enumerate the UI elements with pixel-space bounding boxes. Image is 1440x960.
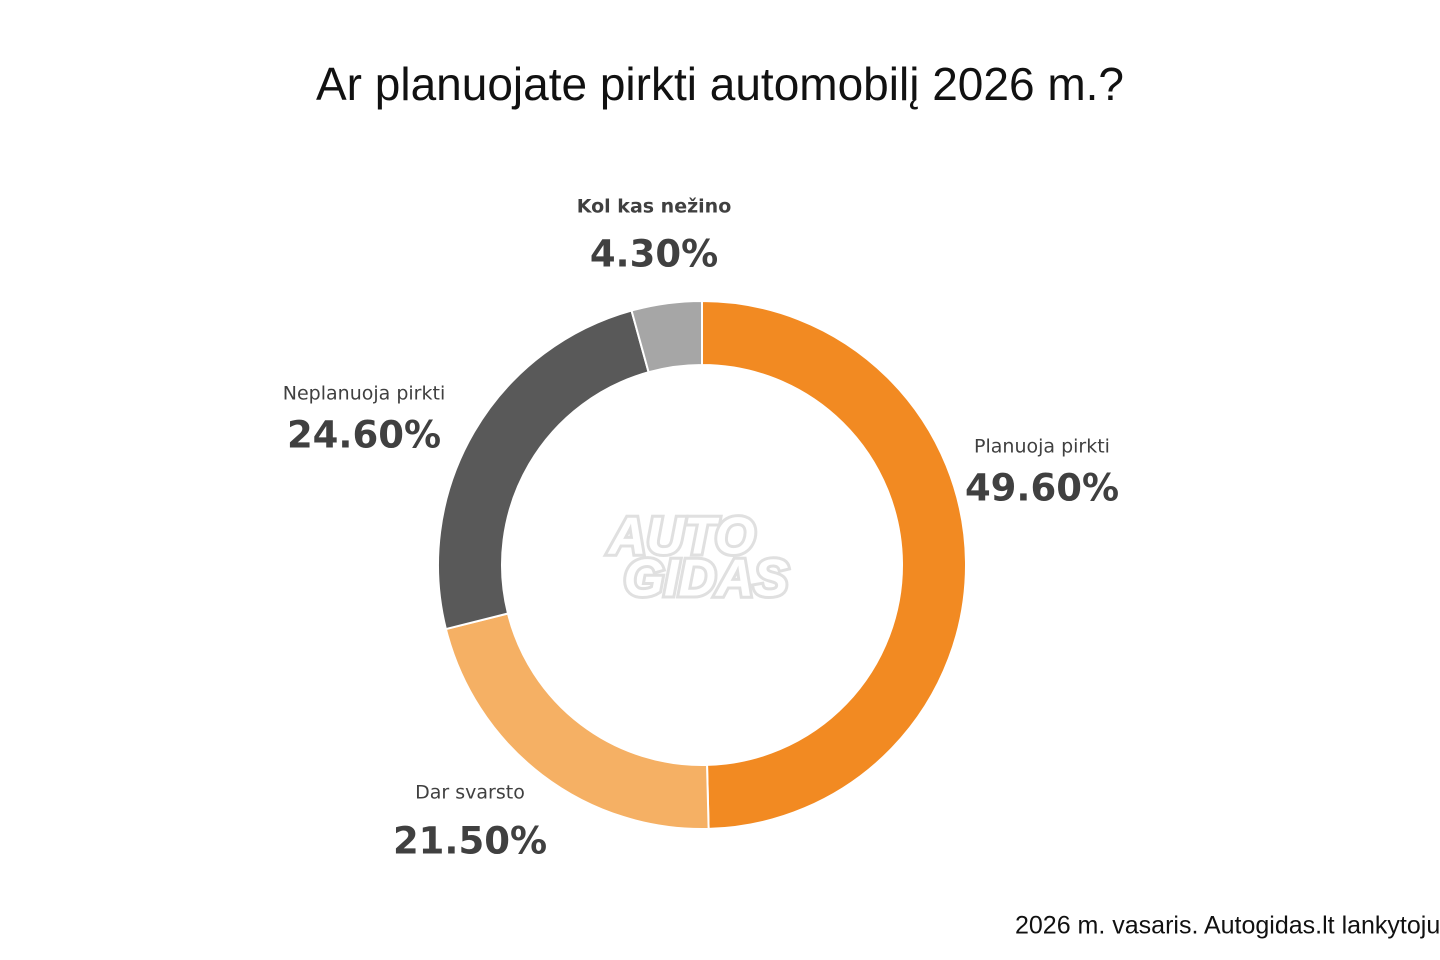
chart-title: Ar planuojate pirkti automobilį 2026 m.? [316,58,1124,110]
value-label: 21.50% [393,820,547,863]
donut-segment [437,309,650,631]
watermark: AUTO [607,508,755,566]
category-label: Dar svarsto [415,782,525,804]
watermark: GIDAS [624,550,789,608]
value-label: 24.60% [287,414,441,457]
donut-segment [630,299,703,374]
source-note: 2026 m. vasaris. Autogidas.lt lankytoju [1015,912,1440,940]
value-label: 49.60% [965,467,1119,510]
category-label: Neplanuoja pirkti [283,383,445,405]
category-label: Planuoja pirkti [974,436,1110,458]
value-label: 4.30% [590,233,718,276]
category-label: Kol kas nežino [577,196,732,218]
donut-segment [701,299,967,830]
